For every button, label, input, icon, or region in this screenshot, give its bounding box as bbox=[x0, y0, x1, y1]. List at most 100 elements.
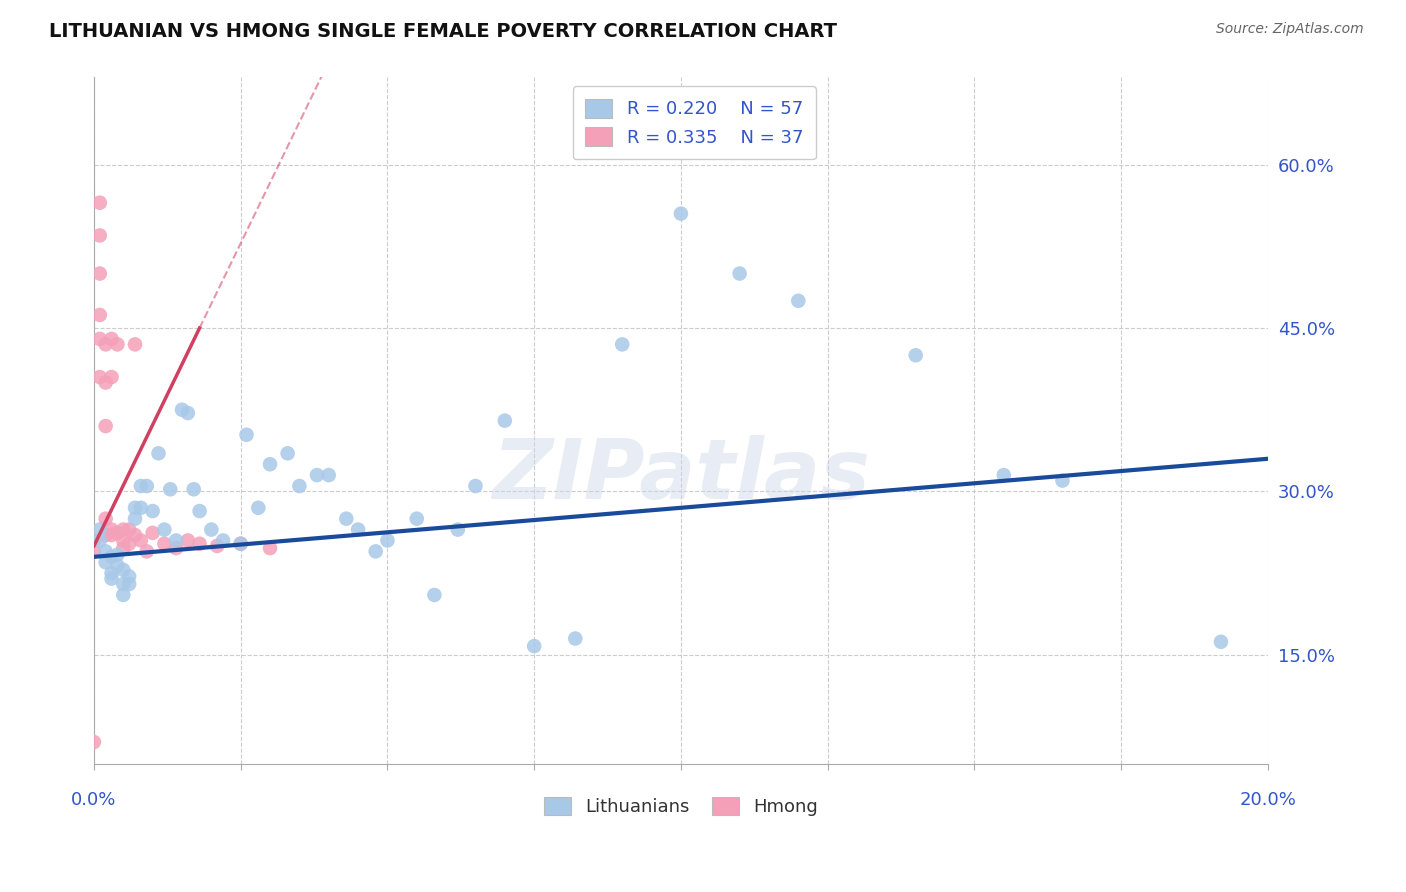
Point bbox=[1052, 474, 1074, 488]
Point bbox=[188, 504, 211, 518]
Point bbox=[118, 537, 141, 551]
Point bbox=[94, 528, 117, 542]
Point bbox=[112, 533, 135, 548]
Point bbox=[124, 500, 146, 515]
Point bbox=[107, 558, 129, 573]
Text: Source: ZipAtlas.com: Source: ZipAtlas.com bbox=[1216, 22, 1364, 37]
Point bbox=[129, 500, 152, 515]
Point bbox=[129, 533, 152, 548]
Point bbox=[229, 537, 252, 551]
Point bbox=[94, 337, 117, 351]
Point bbox=[135, 479, 157, 493]
Point bbox=[112, 523, 135, 537]
Point bbox=[89, 370, 111, 384]
Point bbox=[94, 419, 117, 434]
Point bbox=[100, 566, 122, 581]
Point bbox=[94, 511, 117, 525]
Point bbox=[118, 577, 141, 591]
Point bbox=[993, 468, 1015, 483]
Point bbox=[165, 533, 187, 548]
Point bbox=[347, 523, 370, 537]
Point bbox=[142, 504, 165, 518]
Point bbox=[112, 577, 135, 591]
Point bbox=[235, 427, 257, 442]
Point bbox=[229, 537, 252, 551]
Point bbox=[142, 525, 165, 540]
Point bbox=[1209, 635, 1232, 649]
Point bbox=[124, 337, 146, 351]
Point bbox=[100, 332, 122, 346]
Point bbox=[83, 544, 105, 558]
Point bbox=[188, 537, 211, 551]
Point bbox=[112, 541, 135, 555]
Point bbox=[787, 293, 810, 308]
Point bbox=[170, 402, 193, 417]
Point bbox=[200, 523, 222, 537]
Point bbox=[259, 457, 281, 471]
Point bbox=[259, 541, 281, 555]
Point bbox=[288, 479, 311, 493]
Text: 20.0%: 20.0% bbox=[1240, 791, 1296, 809]
Point bbox=[447, 523, 470, 537]
Point bbox=[89, 523, 111, 537]
Point bbox=[112, 588, 135, 602]
Point bbox=[423, 588, 446, 602]
Point bbox=[100, 572, 122, 586]
Text: LITHUANIAN VS HMONG SINGLE FEMALE POVERTY CORRELATION CHART: LITHUANIAN VS HMONG SINGLE FEMALE POVERT… bbox=[49, 22, 837, 41]
Point bbox=[165, 541, 187, 555]
Point bbox=[89, 332, 111, 346]
Point bbox=[135, 544, 157, 558]
Point bbox=[100, 523, 122, 537]
Point bbox=[153, 523, 176, 537]
Point bbox=[177, 533, 200, 548]
Point bbox=[364, 544, 387, 558]
Point bbox=[564, 632, 586, 646]
Point bbox=[124, 528, 146, 542]
Point bbox=[107, 525, 129, 540]
Point bbox=[247, 500, 270, 515]
Point bbox=[118, 569, 141, 583]
Point bbox=[100, 549, 122, 564]
Point bbox=[94, 544, 117, 558]
Point bbox=[89, 195, 111, 210]
Point bbox=[89, 533, 111, 548]
Point bbox=[305, 468, 328, 483]
Point bbox=[124, 511, 146, 525]
Point bbox=[377, 533, 399, 548]
Point bbox=[107, 337, 129, 351]
Point bbox=[107, 548, 129, 562]
Point bbox=[205, 539, 228, 553]
Text: ZIPatlas: ZIPatlas bbox=[492, 435, 870, 516]
Point bbox=[335, 511, 357, 525]
Point bbox=[148, 446, 170, 460]
Legend: Lithuanians, Hmong: Lithuanians, Hmong bbox=[537, 789, 825, 823]
Point bbox=[153, 537, 176, 551]
Point bbox=[94, 555, 117, 569]
Text: 0.0%: 0.0% bbox=[72, 791, 117, 809]
Point bbox=[277, 446, 299, 460]
Point bbox=[100, 370, 122, 384]
Point bbox=[159, 483, 181, 497]
Point bbox=[118, 523, 141, 537]
Point bbox=[212, 533, 235, 548]
Point bbox=[183, 483, 205, 497]
Point bbox=[89, 308, 111, 322]
Point bbox=[94, 376, 117, 390]
Point bbox=[318, 468, 340, 483]
Point bbox=[100, 528, 122, 542]
Point bbox=[494, 414, 516, 428]
Point bbox=[669, 206, 692, 220]
Point bbox=[464, 479, 486, 493]
Point bbox=[83, 533, 105, 548]
Point bbox=[177, 406, 200, 420]
Point bbox=[112, 563, 135, 577]
Point bbox=[523, 639, 546, 653]
Point bbox=[83, 735, 105, 749]
Point bbox=[612, 337, 634, 351]
Point bbox=[728, 267, 751, 281]
Point bbox=[904, 348, 927, 362]
Point bbox=[89, 267, 111, 281]
Point bbox=[89, 228, 111, 243]
Point bbox=[129, 479, 152, 493]
Point bbox=[405, 511, 427, 525]
